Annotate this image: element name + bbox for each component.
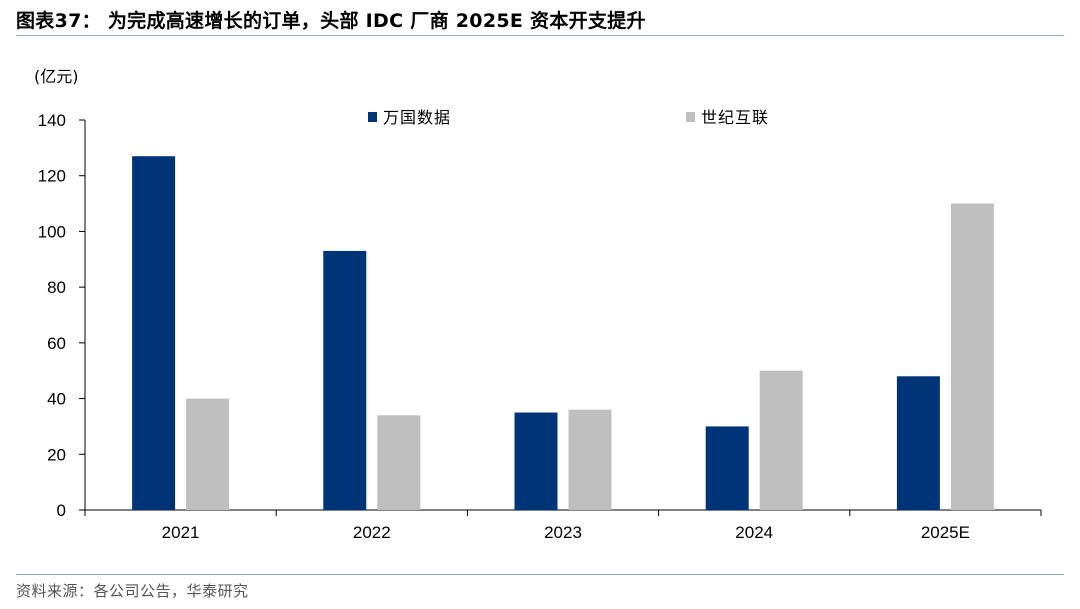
figure-title: 图表37： 为完成高速增长的订单，头部 IDC 厂商 2025E 资本开支提升	[16, 10, 646, 32]
y-tick-label: 120	[38, 167, 66, 186]
x-tick-label: 2023	[544, 523, 582, 542]
source-divider	[16, 574, 1064, 575]
bar-series-1-2024	[705, 426, 749, 510]
title-divider	[16, 35, 1064, 36]
legend-swatch-1	[368, 112, 377, 122]
x-tick-label: 2022	[353, 523, 391, 542]
bar-series-2-2025E	[950, 203, 994, 511]
legend-swatch-2	[686, 112, 695, 122]
bar-series-1-2025E	[896, 376, 940, 510]
legend: 万国数据 世纪互联	[368, 108, 769, 127]
y-tick-label: 60	[47, 334, 66, 353]
y-axis: 0 20 40 60 80 100 120 140	[38, 111, 86, 520]
bar-series-2-2023	[568, 409, 612, 510]
bar-series-2-2022	[377, 415, 421, 510]
y-unit-label: (亿元)	[34, 67, 79, 86]
y-tick-label: 0	[57, 501, 66, 520]
bar-series-1-2022	[323, 250, 367, 510]
legend-label-1: 万国数据	[383, 108, 451, 127]
x-tick-label: 2025E	[921, 523, 970, 542]
x-tick-label: 2024	[735, 523, 773, 542]
legend-label-2: 世纪互联	[701, 108, 769, 127]
x-tick-label: 2021	[162, 523, 200, 542]
bar-series-1-2021	[132, 156, 176, 510]
source-note: 资料来源：各公司公告，华泰研究	[16, 582, 249, 600]
bar-series-2-2021	[186, 398, 230, 510]
x-axis: 2021 2022 2023 2024 2025E	[84, 509, 1042, 542]
y-tick-label: 80	[47, 278, 66, 297]
y-tick-label: 100	[38, 222, 66, 241]
y-tick-label: 140	[38, 111, 66, 130]
bar-series-2-2024	[759, 370, 803, 510]
y-tick-label: 20	[47, 445, 66, 464]
bar-series-1-2023	[514, 412, 558, 510]
y-tick-label: 40	[47, 390, 66, 409]
bars	[132, 156, 994, 511]
